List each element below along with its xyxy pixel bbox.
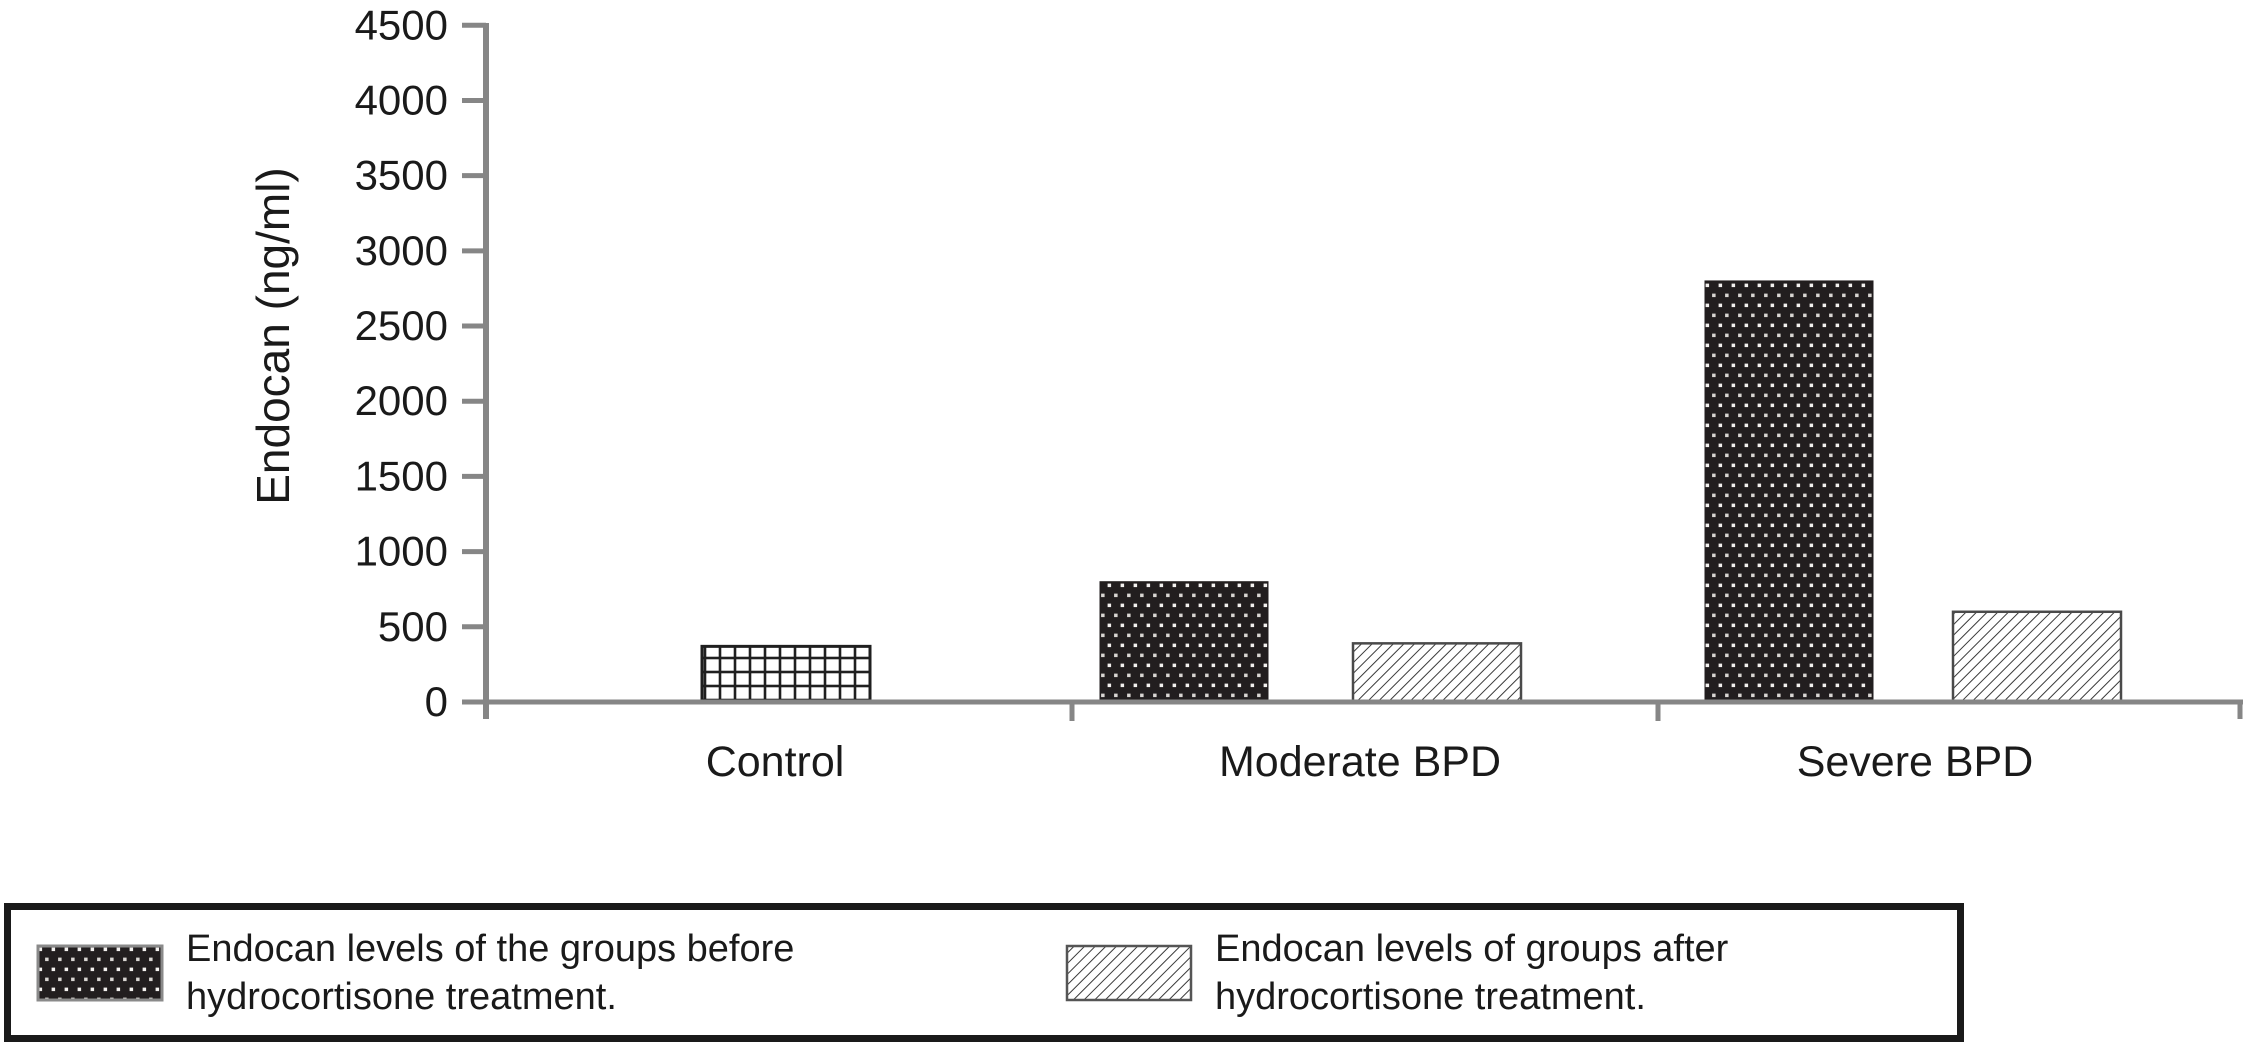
x-category-label: Severe BPD bbox=[1797, 738, 2034, 786]
legend-label-before-line1: Endocan levels of the groups before bbox=[186, 927, 795, 970]
y-tick-label: 1500 bbox=[355, 452, 448, 499]
legend: Endocan levels of the groups before hydr… bbox=[4, 903, 1964, 1042]
x-category-label: Control bbox=[706, 738, 845, 786]
legend-label-after: Endocan levels of groups after hydrocort… bbox=[1215, 925, 1728, 1021]
bar-chart: 0 500 1000 1500 2000 2500 3000 3500 4000 4500 Cont… bbox=[247, 1, 2243, 786]
y-tick-label: 0 bbox=[425, 678, 448, 725]
bar-moderate-bpd-before bbox=[1099, 581, 1269, 703]
legend-item-after: Endocan levels of groups after hydrocort… bbox=[1065, 910, 1728, 1035]
legend-label-before-line2: hydrocortisone treatment. bbox=[186, 975, 617, 1018]
bar-control-control bbox=[700, 644, 872, 704]
dots-pattern-swatch-icon bbox=[36, 944, 164, 1001]
y-tick-label: 3500 bbox=[355, 152, 448, 199]
hatch-pattern-swatch-icon bbox=[1065, 944, 1193, 1001]
legend-label-after-line2: hydrocortisone treatment. bbox=[1215, 975, 1646, 1018]
y-tick-label: 4500 bbox=[355, 1, 448, 48]
bar-moderate-bpd-after bbox=[1351, 642, 1523, 704]
bar-severe-bpd-before bbox=[1704, 280, 1874, 703]
y-tick-label: 4000 bbox=[355, 76, 448, 123]
bar-severe-bpd-after bbox=[1951, 610, 2123, 704]
y-tick-label: 500 bbox=[378, 603, 448, 650]
legend-label-before: Endocan levels of the groups before hydr… bbox=[186, 925, 794, 1021]
y-tick-label: 2500 bbox=[355, 302, 448, 349]
y-tick-label: 1000 bbox=[355, 528, 448, 575]
y-tick-label: 2000 bbox=[355, 377, 448, 424]
y-tick-label: 3000 bbox=[355, 227, 448, 274]
x-category-label: Moderate BPD bbox=[1219, 738, 1501, 786]
y-axis-title: Endocan (ng/ml) bbox=[247, 167, 299, 505]
legend-item-before: Endocan levels of the groups before hydr… bbox=[36, 910, 794, 1035]
legend-label-after-line1: Endocan levels of groups after bbox=[1215, 927, 1729, 970]
